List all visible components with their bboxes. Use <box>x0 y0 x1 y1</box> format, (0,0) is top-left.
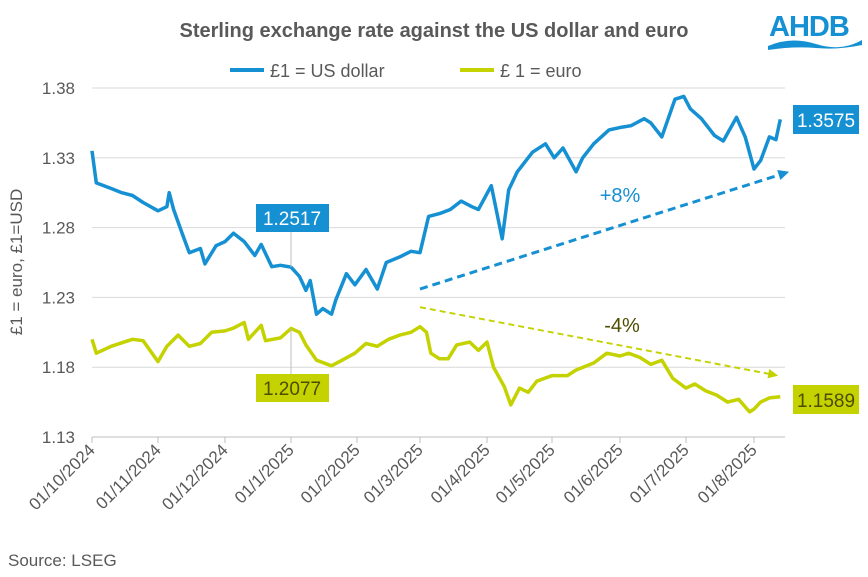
end-label-box-usd <box>793 105 859 134</box>
y-tick-label: 1.23 <box>42 288 75 307</box>
x-tick-label: 01/6/2025 <box>560 440 627 507</box>
y-tick-label: 1.18 <box>42 358 75 377</box>
trend-arrowhead-usd <box>777 170 790 181</box>
callout-box-eur <box>256 374 329 402</box>
legend-label-usd: £1 = US dollar <box>270 61 385 81</box>
callout-label-eur: 1.2077 <box>263 379 321 400</box>
callout-box-usd <box>256 204 329 232</box>
end-label-box-eur <box>793 385 859 414</box>
end-label-eur: 1.1589 <box>797 391 855 412</box>
trend-label-eur: -4% <box>604 315 640 337</box>
trend-label-usd: +8% <box>600 185 641 207</box>
svg-text:AHDB: AHDB <box>769 11 849 43</box>
callout-label-usd: 1.2517 <box>263 209 321 230</box>
ahdb-logo: AHDB <box>766 6 864 59</box>
source-note: Source: LSEG <box>8 551 117 570</box>
legend-label-eur: £ 1 = euro <box>500 61 582 81</box>
series-line-eur <box>90 320 781 414</box>
x-tick-label: 01/3/2025 <box>360 440 427 507</box>
y-axis-label: £1 = euro, £1=USD <box>7 189 26 335</box>
trend-arrow-usd <box>419 173 781 291</box>
x-tick-label: 01/8/2025 <box>694 440 761 507</box>
x-tick-label: 01/2/2025 <box>297 440 364 507</box>
x-tick-label: 01/7/2025 <box>626 440 693 507</box>
x-tick-label: 01/11/2024 <box>92 440 165 513</box>
series-line-usd <box>90 94 783 316</box>
end-label-usd: 1.3575 <box>797 111 855 132</box>
y-tick-label: 1.28 <box>42 219 75 238</box>
x-tick-label: 01/4/2025 <box>427 440 494 507</box>
chart-title: Sterling exchange rate against the US do… <box>179 20 689 42</box>
trend-arrowhead-eur <box>767 369 779 379</box>
y-tick-label: 1.13 <box>42 428 75 447</box>
x-tick-label: 01/12/2024 <box>158 440 232 514</box>
y-tick-label: 1.38 <box>42 79 75 98</box>
y-tick-label: 1.33 <box>42 149 75 168</box>
x-tick-label: 01/1/2025 <box>231 440 298 507</box>
x-tick-label: 01/5/2025 <box>492 440 559 507</box>
x-tick-label: 01/10/2024 <box>25 440 99 514</box>
legend: £1 = US dollar £ 1 = euro <box>230 61 582 81</box>
